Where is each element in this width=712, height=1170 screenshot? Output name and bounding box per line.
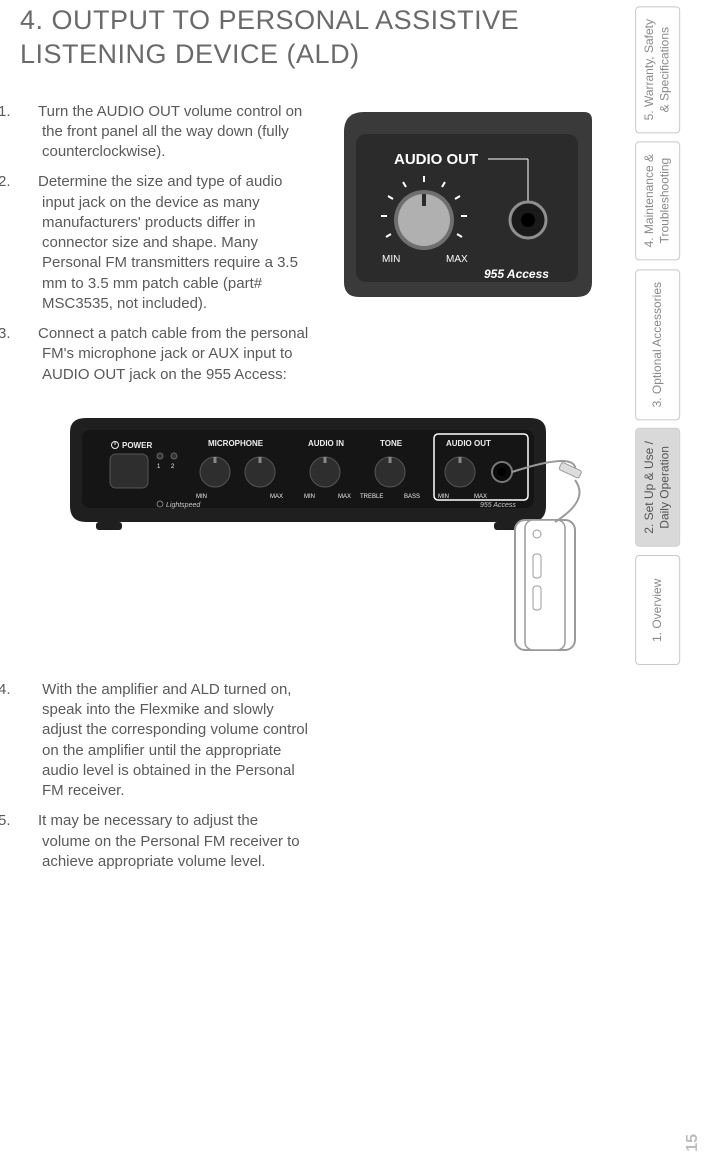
aout-max: MAX bbox=[474, 494, 487, 500]
power-label: POWER bbox=[122, 441, 152, 450]
min-label: MIN bbox=[382, 254, 400, 265]
section-tab[interactable]: 4. Maintenance & Troubleshooting bbox=[635, 141, 680, 260]
ain-max: MAX bbox=[338, 494, 351, 500]
treble-label: TREBLE bbox=[360, 494, 383, 500]
step-item: 2.Determine the size and type of audio i… bbox=[20, 172, 310, 314]
audio-out-closeup-figure: AUDIO OUT bbox=[334, 102, 594, 302]
step-item: 4. With the amplifier and ALD turned on,… bbox=[20, 680, 310, 802]
section-tab[interactable]: 1. Overview bbox=[635, 555, 680, 665]
step-number: 4. bbox=[20, 680, 38, 700]
row-1: 1.Turn the AUDIO OUT volume control on t… bbox=[20, 102, 600, 395]
figure-1-col: AUDIO OUT bbox=[328, 102, 600, 395]
step-item: 1.Turn the AUDIO OUT volume control on t… bbox=[20, 102, 310, 163]
audio-out-label: AUDIO OUT bbox=[446, 439, 491, 448]
brand-right: 955 Access bbox=[480, 502, 516, 509]
brand-left: Lightspeed bbox=[166, 502, 201, 509]
step-text: Connect a patch cable from the personal … bbox=[38, 325, 308, 383]
mic-min: MIN bbox=[196, 494, 207, 500]
step-list-b: 4. With the amplifier and ALD turned on,… bbox=[20, 680, 310, 872]
section-tab[interactable]: 5. Warranty, Safety & Specifications bbox=[635, 6, 680, 133]
microphone-label: MICROPHONE bbox=[208, 439, 264, 448]
section-tab[interactable]: 3. Optional Accessories bbox=[635, 269, 680, 420]
max-label: MAX bbox=[446, 254, 468, 265]
step-number: 3. bbox=[20, 324, 38, 344]
steps-col-2: 4. With the amplifier and ALD turned on,… bbox=[20, 680, 310, 882]
aout-min: MIN bbox=[438, 494, 449, 500]
audio-in-label: AUDIO IN bbox=[308, 439, 344, 448]
manual-page: 4. OUTPUT TO PERSONAL ASSISTIVE LISTENIN… bbox=[0, 0, 712, 1170]
step-item: 3.Connect a patch cable from the persona… bbox=[20, 324, 310, 385]
page-number: 15 bbox=[684, 1134, 702, 1152]
brand-label: 955 Access bbox=[484, 267, 549, 281]
steps-col-1: 1.Turn the AUDIO OUT volume control on t… bbox=[20, 102, 310, 395]
step-number: 5. bbox=[20, 811, 38, 831]
section-heading: 4. OUTPUT TO PERSONAL ASSISTIVE LISTENIN… bbox=[20, 0, 600, 72]
content-area: 4. OUTPUT TO PERSONAL ASSISTIVE LISTENIN… bbox=[20, 0, 600, 882]
step-item: 5.It may be necessary to adjust the volu… bbox=[20, 811, 310, 872]
audio-out-label: AUDIO OUT bbox=[394, 151, 478, 168]
section-tab[interactable]: 2. Set Up & Use / Daily Operation bbox=[635, 428, 680, 547]
step-text: With the amplifier and ALD turned on, sp… bbox=[38, 681, 308, 799]
row-2: 4. With the amplifier and ALD turned on,… bbox=[20, 680, 600, 882]
step-text: Determine the size and type of audio inp… bbox=[38, 173, 298, 312]
step-number: 2. bbox=[20, 172, 38, 192]
tone-label: TONE bbox=[380, 439, 403, 448]
step-text: Turn the AUDIO OUT volume control on the… bbox=[38, 103, 302, 161]
bass-label: BASS bbox=[404, 494, 420, 500]
figure-2-row: POWER 1 2 MICROPHONE MIN MAX AUDIO IN MI… bbox=[60, 410, 590, 665]
mic-max: MAX bbox=[270, 494, 283, 500]
step-text: It may be necessary to adjust the volume… bbox=[38, 812, 300, 870]
amplifier-front-figure: POWER 1 2 MICROPHONE MIN MAX AUDIO IN MI… bbox=[60, 410, 590, 660]
step-list-a: 1.Turn the AUDIO OUT volume control on t… bbox=[20, 102, 310, 385]
side-tabs: 1. Overview 2. Set Up & Use / Daily Opera… bbox=[635, 6, 680, 665]
ain-min: MIN bbox=[304, 494, 315, 500]
step-number: 1. bbox=[20, 102, 38, 122]
